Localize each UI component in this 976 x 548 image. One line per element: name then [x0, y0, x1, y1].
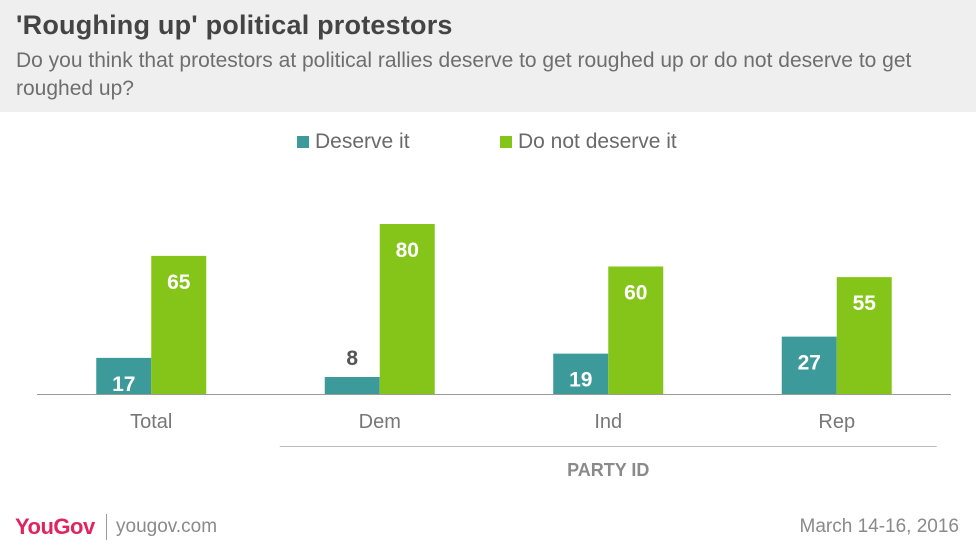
category-label-dem: Dem [359, 411, 401, 433]
footer-url: yougov.com [116, 516, 218, 537]
header: 'Roughing up' political protestors Do yo… [0, 0, 976, 112]
bar-not-deserve-rep [836, 277, 892, 394]
bar-not-deserve-dem [379, 224, 435, 394]
bar-deserve-dem [324, 377, 380, 394]
category-label-rep: Rep [818, 411, 855, 433]
group-label-party-id: PARTY ID [567, 460, 649, 480]
footer-date: March 14-16, 2016 [799, 516, 960, 537]
bar-deserve-ind [553, 353, 609, 394]
data-label-deserve-rep: 27 [798, 352, 821, 375]
legend-item-deserve: Deserve it [297, 130, 410, 154]
data-label-not-deserve-dem: 80 [396, 239, 419, 262]
bar-not-deserve-total [151, 255, 207, 394]
data-label-not-deserve-ind: 60 [624, 282, 647, 305]
data-label-deserve-ind: 19 [569, 369, 592, 392]
legend: Deserve it Do not deserve it [0, 130, 976, 156]
legend-item-not-deserve: Do not deserve it [500, 130, 677, 154]
data-label-deserve-total: 17 [112, 373, 135, 396]
yougov-logo: YouGov [15, 514, 95, 539]
data-label-not-deserve-total: 65 [167, 271, 191, 294]
category-label-ind: Ind [594, 411, 622, 433]
chart-title: 'Roughing up' political protestors [16, 10, 453, 40]
footer-divider [106, 514, 107, 540]
legend-swatch-not-deserve [500, 136, 512, 148]
chart-subtitle: Do you think that protestors at politica… [16, 49, 912, 100]
data-label-deserve-dem: 8 [346, 347, 358, 370]
legend-label-not-deserve: Do not deserve it [518, 130, 677, 153]
legend-swatch-deserve [297, 136, 309, 148]
category-label-total: Total [130, 411, 172, 433]
bar-not-deserve-ind [608, 266, 664, 394]
data-label-not-deserve-rep: 55 [853, 292, 877, 315]
bar-deserve-total [96, 357, 152, 394]
bar-deserve-rep [781, 336, 837, 394]
legend-label-deserve: Deserve it [315, 130, 410, 153]
